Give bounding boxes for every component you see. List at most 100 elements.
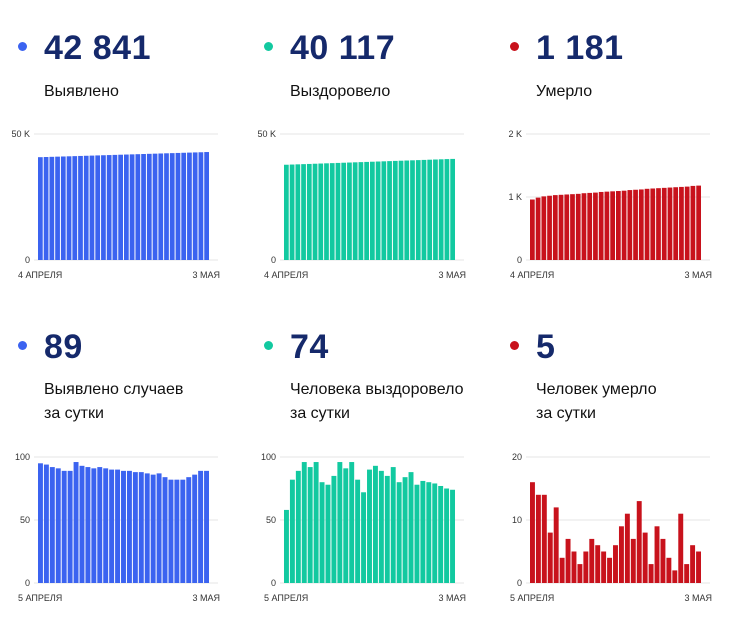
x-end-label: 3 МАЯ [438,270,466,280]
bar [633,189,638,260]
daily-value: 5 [536,328,556,366]
bar [636,501,642,583]
bar [696,185,701,260]
bar [684,564,690,583]
bar [583,551,589,583]
bar [144,473,150,583]
bar [301,462,307,583]
bar [325,484,331,583]
bar [684,186,690,260]
bar [444,488,450,583]
chart: 0 1 K 2 K 4 АПРЕЛЯ 3 МАЯ [508,129,712,280]
total-value: 42 841 [44,29,151,67]
bar [306,163,312,260]
bar [347,162,352,260]
series-dot [510,341,519,350]
x-start-label: 4 АПРЕЛЯ [510,270,554,280]
bar [175,152,181,260]
chart: 0 50 100 5 АПРЕЛЯ 3 МАЯ [261,452,466,603]
bar [535,494,541,583]
y-tick-label: 100 [15,452,30,462]
bar [559,557,565,583]
bar [43,157,49,260]
bar [381,161,387,260]
bar [78,155,83,260]
bar [162,477,168,583]
x-end-label: 3 МАЯ [684,270,712,280]
y-tick-label: 100 [261,452,276,462]
bar [450,158,455,260]
bar [387,161,392,260]
bar [558,194,564,260]
bar [571,551,577,583]
bar [319,482,325,583]
bar [604,191,610,260]
x-start-label: 5 АПРЕЛЯ [510,593,554,603]
label-line-1: Выздоровело [290,83,391,100]
x-start-label: 4 АПРЕЛЯ [18,270,62,280]
bar [696,551,701,583]
bar [312,163,318,260]
bar [535,197,541,260]
bar [390,467,396,583]
series-dot [510,42,519,51]
label-line-2: за сутки [536,405,596,422]
bar [541,494,547,583]
bar [331,475,337,583]
bar [186,477,192,583]
bar [420,480,426,583]
bar [450,489,455,583]
bar [553,507,559,583]
bar [433,159,438,260]
bar [138,472,144,583]
bar [530,199,535,260]
bar [404,160,410,260]
bar [613,545,618,583]
bar [67,470,73,583]
bar [427,159,433,260]
bar [690,545,696,583]
total-value: 1 181 [536,29,624,67]
bar [61,470,67,583]
bar [415,160,421,260]
daily-value: 74 [290,328,329,366]
bar [638,189,644,260]
bar [115,469,121,583]
series-dot [18,42,27,51]
y-tick-label: 0 [271,255,276,265]
y-tick-label: 50 K [11,129,30,139]
bar [398,160,404,260]
bar [421,159,427,260]
bar [141,154,146,260]
bar [135,154,141,260]
bar [601,551,607,583]
bar [402,477,408,583]
bar [106,155,112,260]
label-line-1: Выявлено случаев [44,381,184,398]
bar [103,468,109,583]
bar [349,462,355,583]
bar [198,470,204,583]
bar [43,464,49,583]
bar [124,154,129,260]
series-dot [264,341,273,350]
bar [156,473,162,583]
label-line-1: Умерло [536,83,593,100]
bar [392,160,398,260]
y-tick-label: 50 [266,515,276,525]
y-tick-label: 50 [20,515,30,525]
bar [49,467,55,583]
bar [408,472,414,583]
bar [168,479,174,583]
x-start-label: 5 АПРЕЛЯ [264,593,308,603]
bar [112,154,118,260]
bar [660,538,666,583]
bar [295,470,301,583]
bar [174,479,180,583]
bar [414,484,420,583]
y-tick-label: 0 [517,255,522,265]
bar [180,479,186,583]
x-end-label: 3 МАЯ [192,270,220,280]
panel-detected: 42 841 Выявлено 0 50 K 4 АПРЕЛЯ 3 МАЯ [0,0,243,310]
bar [530,482,535,583]
